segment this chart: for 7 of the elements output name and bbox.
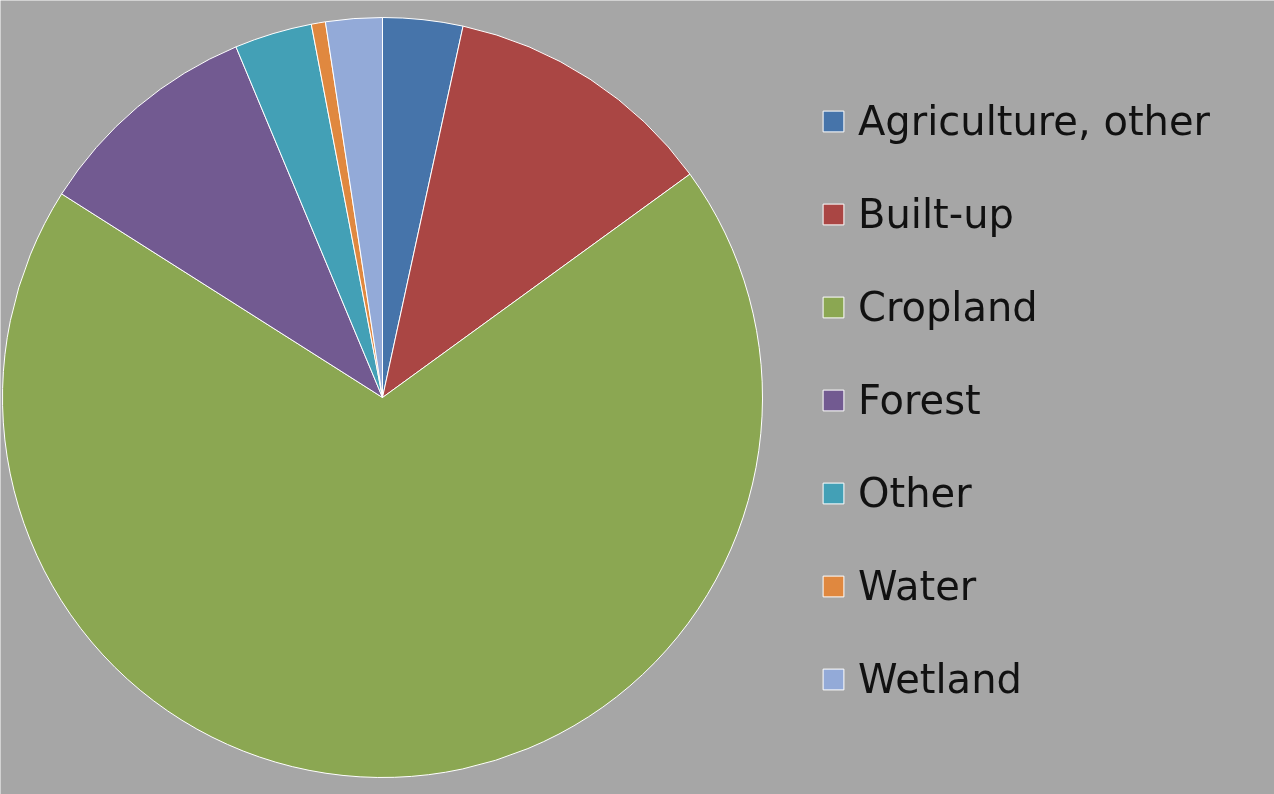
legend-label: Other [858,469,972,518]
legend-label: Cropland [858,283,1038,332]
legend-label: Wetland [858,655,1022,704]
legend-label: Water [858,562,977,611]
legend-label: Agriculture, other [858,97,1210,146]
legend-label: Forest [858,376,981,425]
legend-label: Built-up [858,190,1014,239]
